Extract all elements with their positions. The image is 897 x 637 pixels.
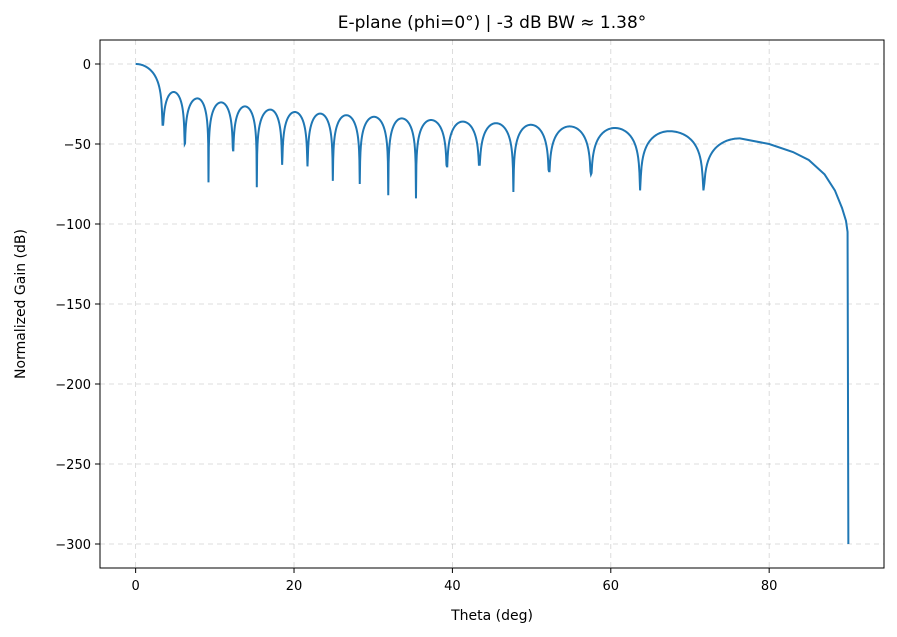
series-line	[135, 63, 850, 545]
chart-title: E-plane (phi=0°) | -3 dB BW ≈ 1.38°	[338, 13, 647, 33]
x-tick-label: 0	[131, 579, 139, 594]
x-tick-label: 60	[603, 579, 620, 594]
ticks: 0 20 40 60 80 0 −50 −100 −150 −200 −250 −300	[55, 58, 777, 594]
x-axis-label: Theta (deg)	[450, 608, 533, 624]
y-axis-label: Normalized Gain (dB)	[13, 229, 29, 379]
y-tick-label: 0	[83, 58, 91, 73]
x-tick-label: 80	[761, 579, 778, 594]
y-tick-label: −50	[64, 138, 91, 153]
y-tick-label: −300	[55, 538, 91, 553]
x-tick-label: 40	[444, 579, 461, 594]
y-tick-label: −150	[55, 298, 91, 313]
grid	[100, 40, 884, 568]
x-tick-label: 20	[286, 579, 303, 594]
y-tick-label: −200	[55, 378, 91, 393]
y-tick-label: −100	[55, 218, 91, 233]
y-tick-label: −250	[55, 458, 91, 473]
